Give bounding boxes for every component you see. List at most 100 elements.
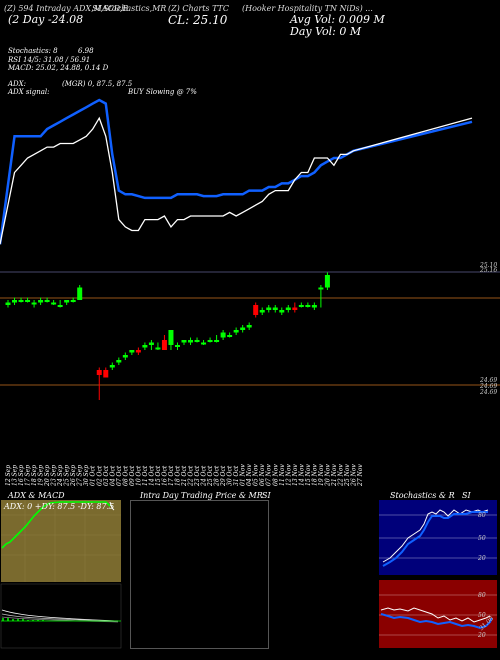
adx-panel-bg [1,500,121,582]
candle-body [116,360,122,363]
candle-body [168,330,174,345]
price-level-top: 25.10 [480,262,498,269]
date-tick-label: 08 Oct [122,465,129,486]
candle-body [109,365,115,368]
candle-body [285,307,291,310]
date-tick-label: 14 Oct [148,465,155,486]
intraday-panel-title: Intra Day Trading Price & MR [140,491,263,500]
date-tick-label: 18 Oct [174,465,181,486]
date-tick-label: 30 Oct [227,465,234,486]
macd-label: MACD: 25.02, 24.88, 0.14 D [8,64,109,72]
candle-body [279,310,285,313]
date-tick-label: 22 Oct [188,465,195,487]
candle-body [129,350,135,353]
date-tick-label: 09 Oct [129,465,136,486]
date-tick-label: 03 Oct [103,465,110,486]
candlestick-series [5,272,330,400]
candle-body [227,335,233,337]
candle-body [155,347,161,350]
candle-body [103,370,109,378]
date-tick-label: 27 Sep [77,465,84,487]
candle-body [181,340,187,343]
rsi-tick-50: 50 [478,612,486,619]
candle-body [318,287,324,290]
rsi-line-blue [380,613,493,630]
stoch-k-line [382,509,489,563]
rsi-label: RSI 14/5: 31.08 / 56.91 [8,56,91,64]
date-tick-label: 07 Nov [266,464,273,486]
candle-body [174,345,180,347]
date-tick-label: 22 Nov [337,464,344,487]
date-tick-label: 31 Oct [233,465,240,486]
stochastics-value: 6.98 [78,47,94,55]
date-tick-label: 18 Nov [311,464,318,486]
stoch-tick-20: 20 [478,555,486,562]
stoch-si-title: SI [462,491,471,500]
date-tick-label: 16 Sep [18,465,25,486]
price-line [0,116,473,245]
date-tick-label: 23 Oct [194,465,201,487]
stoch-tick-80: 80 [478,512,486,519]
adx-panel-title: ADX & MACD [8,491,65,500]
ma-line [0,98,473,245]
stoch-tick-50: 50 [478,535,486,542]
avg-vol-label: Avg Vol: 0.009 M [290,13,385,26]
candle-body [161,340,167,350]
adx-grid [1,500,121,582]
adx-di-line [109,501,115,511]
date-tick-label: 25 Oct [207,465,214,487]
price-level-top2: 25.16 [480,267,498,274]
price-level-low3: 24.69 [480,389,498,396]
candle-body [220,332,226,338]
candle-body [233,330,239,333]
rsi-panel-bg [379,580,497,648]
date-tick-label: 28 Oct [214,465,221,487]
header-company-label: (Hooker Hospitality TN NiDs) ... [242,4,373,13]
macd-line-2 [1,613,119,622]
candle-body [31,302,37,305]
date-tick-label: 05 Nov [253,464,260,486]
date-tick-label: 30 Sep [83,465,90,486]
intraday-si-title: SI [262,491,271,500]
candle-body [311,305,317,308]
macd-panel-bg [0,583,122,649]
day-vol-label: Day Vol: 0 M [290,25,362,38]
candle-body [18,300,24,302]
candle-body [292,307,298,310]
candle-body [259,310,265,313]
date-tick-label: 17 Oct [168,465,175,486]
candle-body [96,370,102,375]
candle-body [305,305,311,307]
intraday-panel [130,500,269,649]
adx-signal-label: ADX signal: [8,88,50,96]
date-tick-label: 06 Nov [259,464,266,486]
candle-body [214,340,220,342]
adx-label: ADX: [8,80,27,88]
candle-body [77,287,83,300]
adx-macd-panel [0,500,122,649]
candle-body [70,300,76,302]
date-tick-label: 02 Oct [96,465,103,486]
adx-value: (MGR) 0, 87.5, 87.5 [62,80,133,88]
date-tick-label: 07 Oct [116,465,123,486]
rsi-tick-20: 20 [478,632,486,639]
candle-body [142,345,148,348]
candle-body [5,302,11,305]
candle-body [266,307,272,310]
main-chart: 12 Sep 13 Sep 16 Sep 17 Sep 18 Sep 19 Sep 20 S… [0,98,500,487]
candle-body [298,305,304,307]
date-tick-label: 13 Nov [292,464,299,486]
price-level-low2: 24.69 [480,383,498,390]
date-tick-label: 17 Sep [25,465,32,486]
candle-body [135,350,141,353]
candle-body [51,302,57,305]
header-charts-label: (Z) Charts TTC [168,4,230,13]
stoch-d-line [382,511,488,567]
date-tick-label: 15 Nov [305,464,312,486]
candle-body [253,305,259,315]
adx-line [1,501,111,549]
candle-body [194,340,200,342]
intraday-panel-frame [130,500,269,649]
date-tick-label: 21 Oct [181,465,188,487]
date-tick-label: 16 Oct [161,465,168,486]
